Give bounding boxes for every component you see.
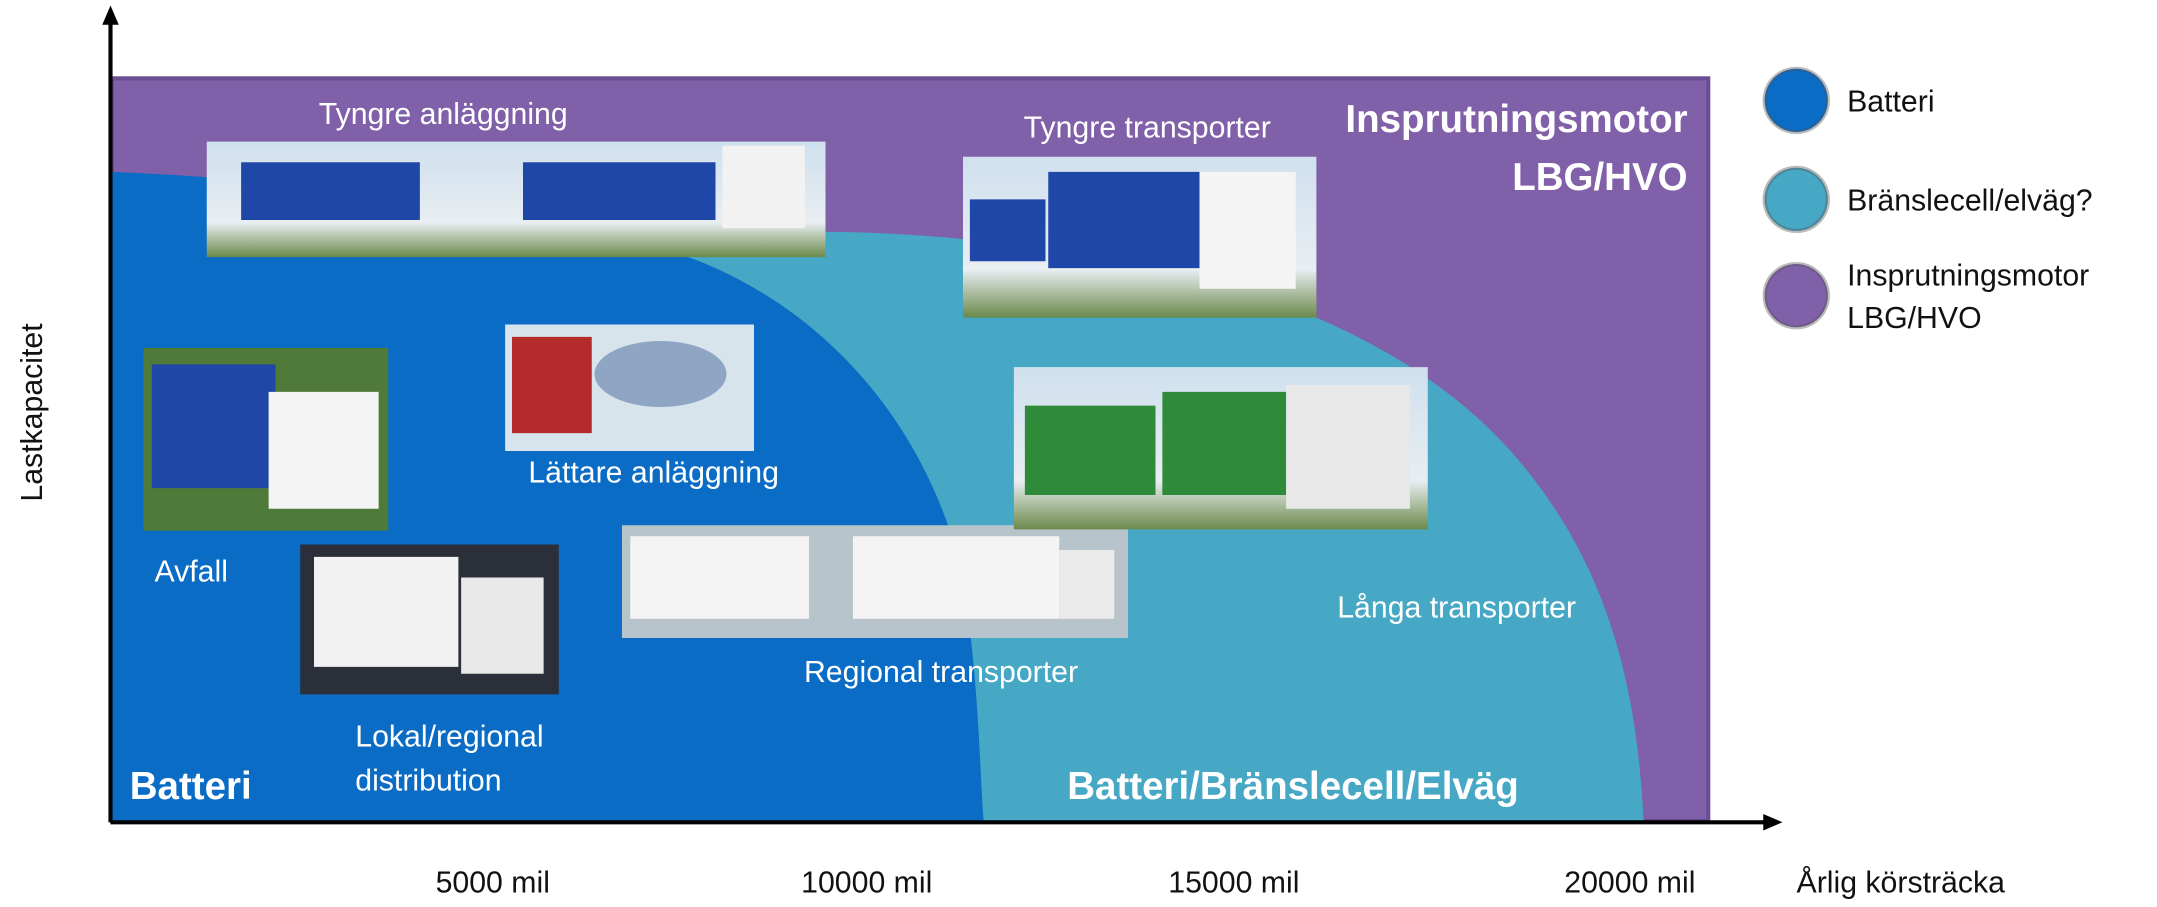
region-label: Batteri/Bränslecell/Elväg <box>1067 765 1519 808</box>
segment-label: Lokal/regional <box>355 721 543 754</box>
region-label: LBG/HVO <box>1512 156 1687 199</box>
photo <box>505 324 754 451</box>
legend-label: Bränslecell/elväg? <box>1847 184 2093 217</box>
photo <box>206 141 826 258</box>
segment-label: Tyngre anläggning <box>319 98 568 131</box>
legend-label: Batteri <box>1847 85 1934 118</box>
x-tick-label: 20000 mil <box>1564 866 1695 899</box>
legend-swatch <box>1762 261 1830 330</box>
x-tick-label: 15000 mil <box>1168 866 1299 899</box>
x-arrow <box>1763 814 1783 831</box>
region-label: Insprutningsmotor <box>1345 98 1687 141</box>
photos <box>143 141 1428 695</box>
legend-label: Insprutningsmotor <box>1847 259 2089 292</box>
segment-label: distribution <box>355 765 501 798</box>
y-arrow <box>102 5 119 25</box>
region-label: Batteri <box>130 765 252 808</box>
x-axis-label: Årlig körsträcka <box>1797 866 2006 899</box>
photo <box>143 347 389 531</box>
legend-label: LBG/HVO <box>1847 302 1982 335</box>
legend: Batteri Bränslecell/elväg? Insprutningsmot… <box>1762 66 2093 335</box>
legend-swatch <box>1762 165 1830 234</box>
photo <box>963 156 1317 318</box>
x-tick-label: 5000 mil <box>436 866 550 899</box>
segment-label: Tyngre transporter <box>1024 112 1271 145</box>
photo <box>1013 367 1428 530</box>
photo <box>622 525 1128 638</box>
photo <box>300 544 559 695</box>
legend-swatch <box>1762 66 1830 135</box>
segment-label: Långa transporter <box>1337 591 1576 624</box>
x-tick-label: 10000 mil <box>801 866 932 899</box>
segment-label: Avfall <box>155 556 228 589</box>
y-axis-label: Lastkapacitet <box>16 323 49 502</box>
segment-label: Lättare anläggning <box>528 457 779 490</box>
segment-label: Regional transporter <box>804 656 1078 689</box>
